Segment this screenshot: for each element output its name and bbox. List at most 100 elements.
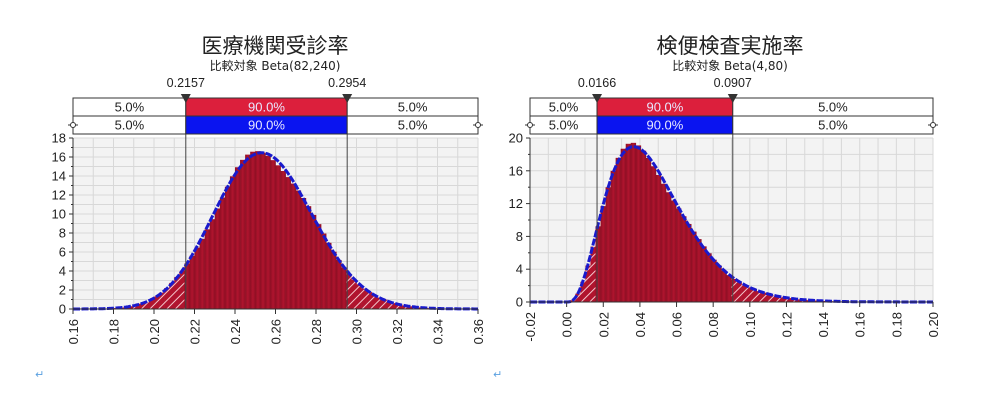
band-top-label: 5.0% (115, 100, 145, 115)
histogram-bar (260, 152, 266, 309)
histogram-bar (316, 224, 322, 309)
histogram-bar (280, 171, 286, 309)
histogram-bar (250, 151, 256, 309)
histogram-bar (138, 303, 145, 309)
histogram-bar (265, 155, 271, 309)
marker-label: 0.0907 (714, 76, 752, 90)
histogram-bar (235, 167, 241, 309)
histogram-bar (756, 291, 763, 302)
y-tick-label: 8 (59, 226, 66, 241)
histogram-bar (676, 208, 682, 302)
x-tick-label: 0.20 (147, 319, 162, 344)
density-curve (73, 151, 478, 311)
histogram-bar (691, 231, 697, 302)
histogram-bar (300, 198, 307, 309)
chart-2: 0 4 8 12 16 20 -0.02 0.00 0.02 0.04 0.06 0.08 0.10 0.… (509, 76, 941, 342)
band-bottom-label: 5.0% (115, 118, 145, 133)
y-tick-label: 4 (516, 262, 523, 277)
band-bottom-label: 90.0% (248, 118, 285, 133)
x-tick-label: 0.16 (66, 319, 81, 344)
histogram-bar (275, 165, 281, 309)
x-tick-label: 0.24 (228, 319, 243, 344)
x-tick-label: 0.16 (853, 312, 868, 337)
histogram-bar (148, 299, 155, 309)
band-top-label: 5.0% (818, 100, 848, 115)
x-tick-label: 0.34 (431, 319, 446, 344)
histogram-bar (630, 142, 637, 302)
histogram-bar (605, 187, 611, 302)
band-top-label: 5.0% (398, 100, 428, 115)
x-tick-label: 0.08 (706, 312, 721, 337)
histogram-bar (766, 294, 773, 302)
chart2-title: 検便検査実施率 (656, 34, 804, 58)
histogram-bar (650, 166, 657, 302)
x-tick-label: 0.06 (670, 312, 685, 337)
histogram-bar (741, 284, 747, 302)
y-tick-label: 20 (509, 131, 523, 146)
histogram-bar (290, 183, 297, 309)
histogram-bar (580, 281, 586, 302)
histogram-bar (391, 303, 398, 309)
paragraph-mark-2: ↵ (493, 368, 503, 381)
histogram-bar (331, 251, 337, 309)
histogram-bar (376, 297, 383, 309)
histogram-bar (255, 151, 261, 309)
histogram-bar (154, 296, 160, 309)
histogram-bar (666, 192, 672, 302)
histogram-bar (209, 219, 216, 309)
histogram-bar (660, 183, 667, 302)
histogram-bar (706, 253, 712, 302)
x-tick-label: 0.18 (107, 319, 122, 344)
histogram-bar (321, 233, 327, 309)
histogram-bar (681, 216, 687, 302)
histogram-bar (640, 150, 647, 302)
band-bottom-label: 90.0% (646, 118, 683, 133)
histogram-bar (781, 297, 788, 302)
histogram-bar (726, 275, 732, 302)
histogram-bar (204, 229, 210, 309)
chart1-title: 医療機関受診率 (201, 34, 349, 58)
histogram-bar (305, 206, 312, 309)
histogram-bar (371, 294, 378, 309)
histogram-bar (771, 295, 778, 302)
histogram-bar (635, 145, 642, 302)
histogram-bar (731, 278, 737, 302)
x-tick-label: -0.02 (523, 312, 538, 342)
band-top-label: 90.0% (248, 100, 285, 115)
chart-1: 0 2 4 6 8 10 12 14 16 18 0.16 0.18 0.20 0.22 0.24 0.26 0… (52, 76, 486, 344)
x-tick-label: 0.26 (269, 319, 284, 344)
histogram-bar (240, 159, 246, 309)
histogram-bar (645, 157, 652, 302)
marker-label: 0.2157 (167, 76, 205, 90)
y-tick-label: 6 (59, 245, 66, 260)
histogram-bar (164, 288, 170, 309)
histogram-bar (341, 267, 347, 309)
histogram-bar (159, 292, 165, 309)
histogram-bar (736, 282, 742, 302)
histogram-bar (585, 265, 591, 302)
histogram-bar (189, 255, 195, 309)
histogram-bar (786, 298, 793, 302)
paragraph-mark-1: ↵ (35, 368, 45, 381)
y-tick-label: 8 (516, 229, 523, 244)
histogram-bar (214, 208, 221, 309)
y-tick-label: 16 (52, 150, 66, 165)
x-tick-label: 0.00 (560, 312, 575, 337)
histogram-bar (270, 160, 276, 309)
histogram-bar (417, 307, 423, 309)
histogram-bar (199, 238, 205, 309)
x-tick-label: 0.32 (390, 319, 405, 344)
marker-triangle-icon (592, 94, 603, 103)
histogram-bar (575, 293, 581, 302)
marker-label: 0.0166 (578, 76, 616, 90)
histogram-bar (346, 273, 352, 309)
y-tick-label: 12 (509, 196, 523, 211)
marker-triangle-icon (342, 94, 353, 103)
x-tick-label: 0.12 (779, 312, 794, 337)
x-tick-label: 0.04 (633, 312, 648, 337)
histogram-bar (143, 301, 150, 309)
x-tick-label: 0.36 (471, 319, 486, 344)
band-handle-icon (527, 122, 533, 128)
histogram-bar (356, 284, 362, 309)
